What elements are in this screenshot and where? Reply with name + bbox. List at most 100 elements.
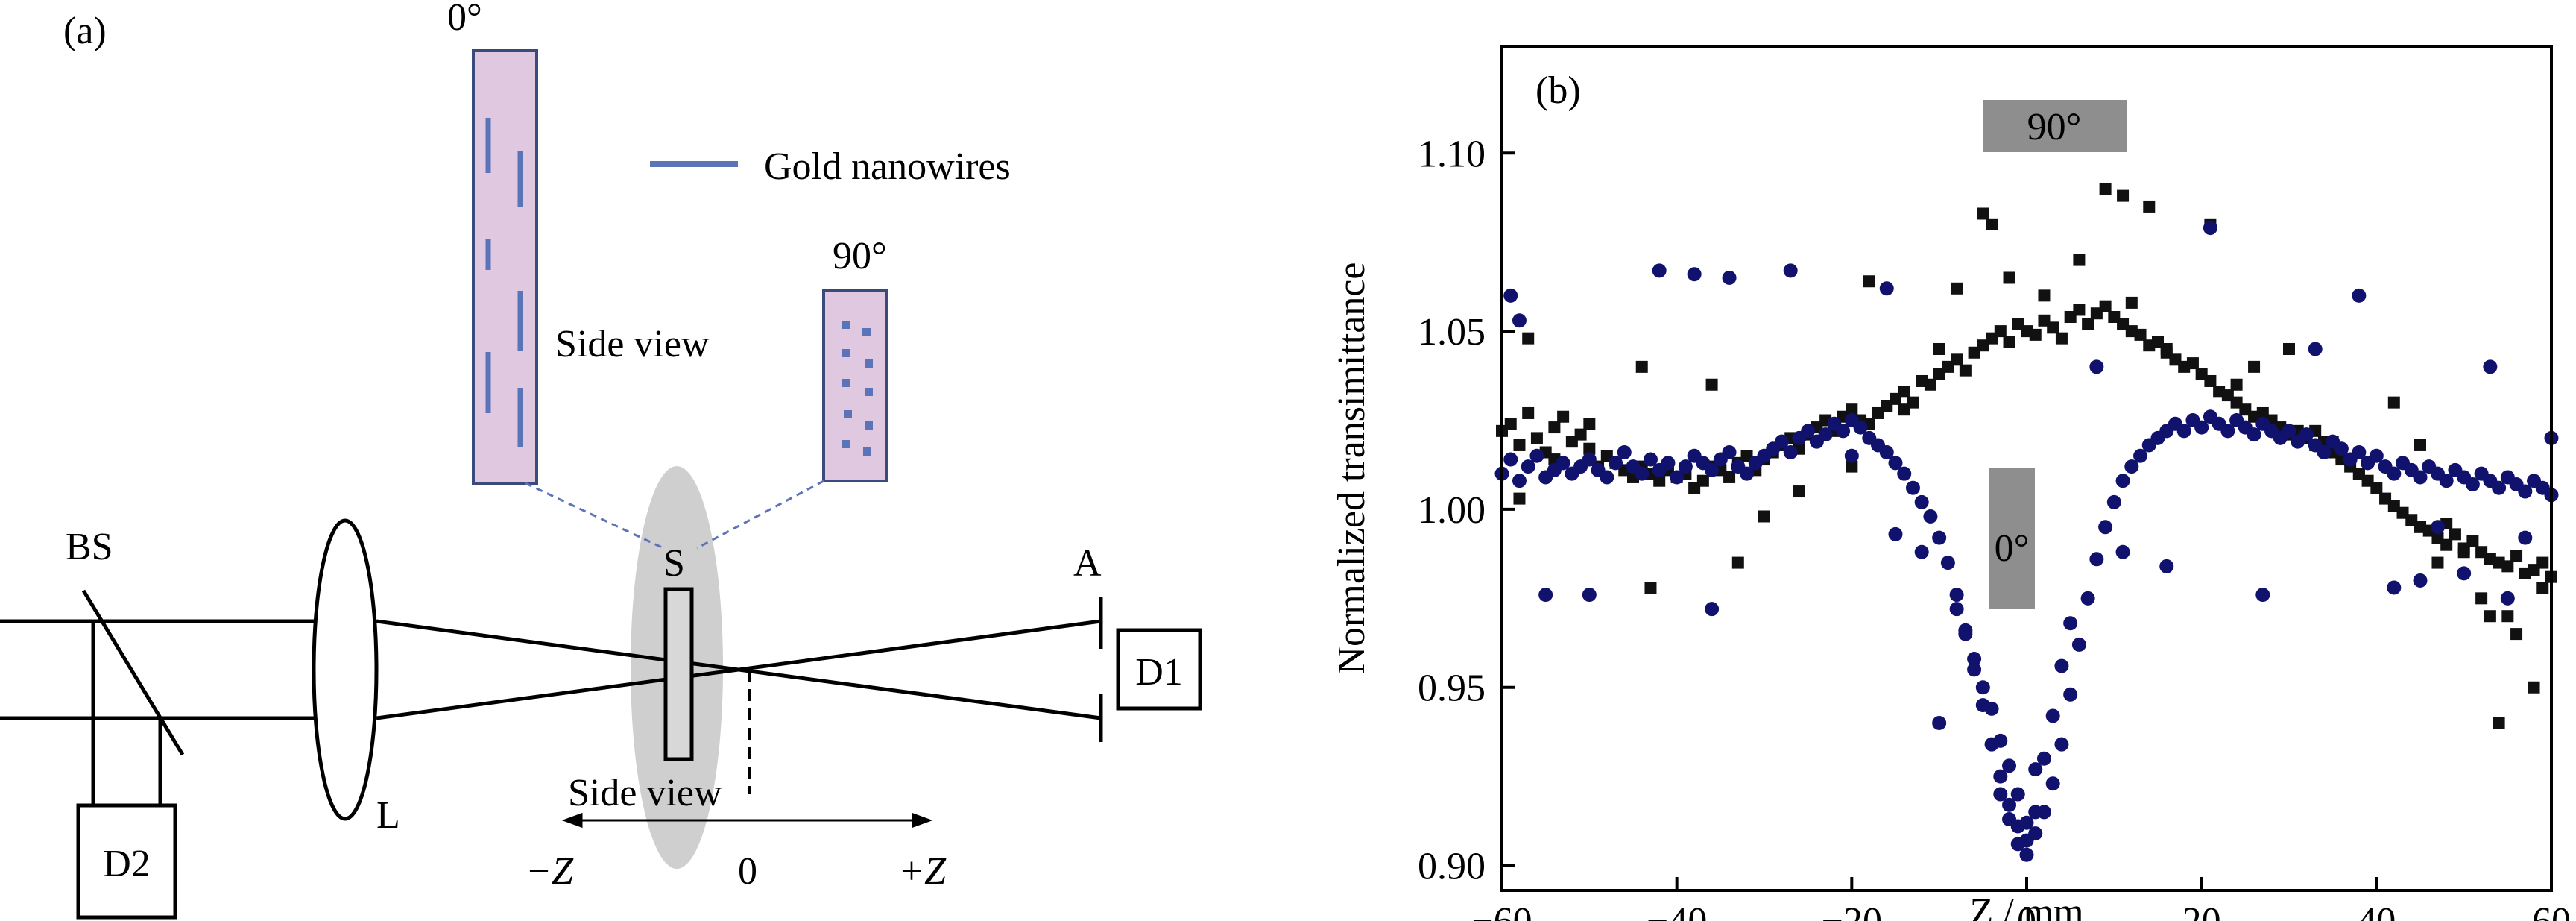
nanowire-dot [862,328,871,336]
data-point [2099,183,2112,195]
data-point [2387,580,2402,595]
data-point [2099,300,2112,312]
data-point [2045,708,2060,723]
data-point [1740,466,1755,481]
data-point [2054,658,2069,673]
annotation-box-90deg [1983,100,2127,152]
data-point [1722,270,1737,285]
data-point [2500,591,2515,606]
data-point [1844,448,1859,463]
data-point [2063,616,2078,631]
data-point [2518,530,2533,545]
data-point [1556,456,1570,471]
nanowire-dot [865,388,873,396]
data-point [2002,811,2017,826]
data-point [2465,477,2480,491]
data-point [2308,342,2323,356]
nanowire-dot [842,349,850,357]
data-point [2036,751,2051,766]
data-point [1783,263,1798,278]
data-point [1774,434,1789,449]
data-point [1905,480,1920,495]
data-point [1513,492,1526,505]
data-point [1530,432,1543,444]
y-tick-label: 1.05 [1418,311,1486,353]
data-point [2414,439,2426,451]
y-tick-label: 0.90 [1418,846,1486,888]
x-axis-label: Z / mm [1969,891,2083,921]
sample-90deg-angle-label: 90° [833,235,887,277]
sample-90deg-rect [822,289,888,482]
sample-label: S [663,542,685,585]
data-point [1722,445,1737,460]
data-point [1503,452,1518,467]
focused-beam-bottom [376,619,1102,720]
data-point [1661,456,1676,471]
data-point [2133,448,2148,463]
data-point [1846,403,1858,416]
data-point [1512,313,1527,328]
data-point [2124,459,2139,474]
data-point [2204,374,2217,387]
data-point [2003,271,2015,284]
data-point [1600,470,1614,485]
data-point [1986,218,1998,230]
sample-0deg-angle-label: 0° [447,0,482,39]
data-point [1644,582,1657,594]
data-point [2082,318,2094,330]
data-point [1897,466,1912,481]
data-point [1951,282,1963,295]
data-point [1914,494,1929,509]
data-point [2413,470,2428,485]
data-point [1653,474,1666,487]
data-point [2029,328,2042,341]
data-point [2220,424,2235,439]
data-point [1548,421,1561,434]
detector-d1-box [1116,628,1202,711]
data-point [2010,787,2025,802]
chart-ticks: −60 −40 −20 0 20 40 60 0.90 0.95 1.00 1.05 1.10 [1418,133,2571,921]
series-0deg [1494,221,2559,862]
data-point [2045,776,2060,791]
data-point [1731,556,1744,569]
panel-a-label: (a) [63,10,107,52]
sample-0deg-rect [472,49,538,485]
data-point [1582,452,1597,467]
data-point [1583,442,1596,455]
data-point [1538,588,1553,603]
data-point [2003,336,2015,348]
nanowire-dot [863,447,871,456]
data-point [1914,544,1929,559]
x-tick-label: 20 [2182,900,2221,921]
z-axis-arrow [561,812,933,829]
data-point [1949,588,1964,603]
data-point [2528,681,2540,694]
data-point [1993,787,2008,802]
data-point [1670,470,1685,485]
panel-b-chart: 90° 0° −60 −40 −20 0 20 40 60 0.90 0.95 1.00 1.05 1.… [1330,45,2571,921]
nanowire-dot [842,321,850,329]
x-tick-label: 0 [2017,900,2036,921]
data-point [1993,733,2008,748]
gold-nanowires-90deg-dots [842,321,873,456]
data-point [1793,485,1805,498]
data-point [1975,680,1990,695]
data-point [2002,797,2017,812]
data-point [1993,769,2008,784]
x-tick-label: −40 [1647,900,1707,921]
data-point [2457,546,2470,559]
data-point [2370,482,2383,494]
chart-points [1494,183,2559,862]
data-point [1696,474,1709,487]
side-view-label: Side view [568,772,722,814]
data-point [2440,538,2453,551]
data-point [1879,281,1894,296]
data-point [2255,588,2270,603]
data-point [2230,378,2243,391]
data-point [1504,418,1517,430]
y-tick-label: 0.95 [1418,667,1486,710]
beam-splitter [81,589,185,756]
data-point [1512,474,1527,488]
data-point [2054,737,2069,752]
data-point [1521,459,1535,474]
